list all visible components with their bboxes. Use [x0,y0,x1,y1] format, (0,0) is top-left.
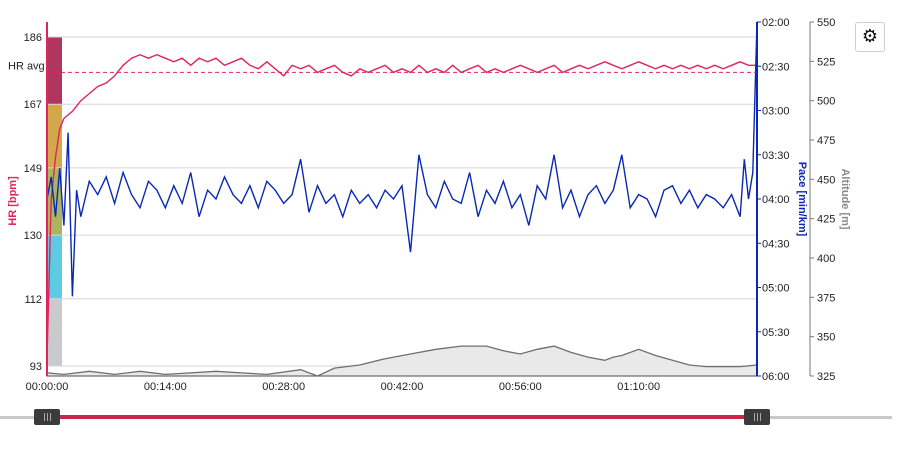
pace-tick-label: 02:30 [762,61,790,73]
pace-line [46,21,758,297]
pace-tick-label: 05:30 [762,327,790,339]
altitude-tick-label: 450 [817,174,835,186]
hr-avg-label: HR avg [8,60,45,72]
range-slider-selection[interactable] [47,415,757,419]
hr-tick-label: 186 [24,32,42,44]
hr-zone-3 [47,104,62,168]
hr-zone-0 [47,298,62,366]
grid [47,36,757,367]
altitude-tick-label: 425 [817,214,835,226]
hr-tick-label: 149 [24,163,42,175]
x-tick-label: 00:28:00 [262,381,305,393]
settings-button[interactable]: ⚙ [855,22,885,52]
altitude-axis-title: Altitude [m] [839,168,851,229]
altitude-tick-label: 350 [817,332,835,344]
gear-icon: ⚙ [861,26,879,47]
range-slider-right-handle[interactable] [744,409,770,425]
altitude-area [46,345,758,377]
x-tick-label: 01:10:00 [617,381,660,393]
altitude-tick-label: 325 [817,371,835,383]
hr-zone-4 [47,37,62,105]
hr-tick-label: 167 [24,99,42,111]
altitude-tick-label: 475 [817,135,835,147]
pace-tick-label: 04:00 [762,194,790,206]
altitude-tick-label: 400 [817,253,835,265]
altitude-tick-label: 500 [817,96,835,108]
pace-tick-label: 03:00 [762,106,790,118]
altitude-tick-label: 550 [817,17,835,29]
pace-tick-label: 05:00 [762,283,790,295]
pace-tick-label: 04:30 [762,238,790,250]
altitude-tick-label: 525 [817,56,835,68]
pace-tick-label: 06:00 [762,371,790,383]
x-tick-label: 00:42:00 [381,381,424,393]
hr-tick-label: 112 [24,294,42,306]
pace-axis-title: Pace [min/km] [796,162,808,237]
hr-axis-title: HR [bpm] [7,176,19,226]
hr-tick-label: 130 [24,230,42,242]
range-slider-left-handle[interactable] [34,409,60,425]
hr-zone-1 [47,235,62,299]
chart: 93 112 130 149 167 186 02:00 02:30 03:00 03:30 04:… [7,17,851,393]
tick-labels: 93 112 130 149 167 186 02:00 02:30 03:00 03:30 04:… [24,17,836,393]
hr-tick-label: 93 [30,361,42,373]
x-tick-label: 00:14:00 [144,381,187,393]
x-tick-label: 00:00:00 [26,381,69,393]
pace-tick-label: 02:00 [762,17,790,29]
x-tick-label: 00:56:00 [499,381,542,393]
pace-tick-label: 03:30 [762,150,790,162]
altitude-tick-label: 375 [817,292,835,304]
